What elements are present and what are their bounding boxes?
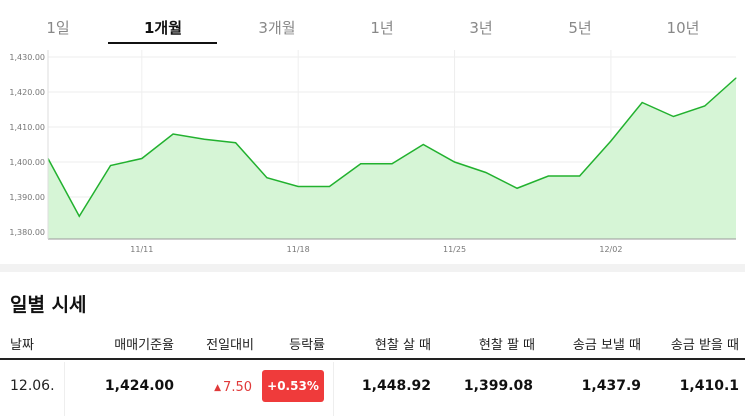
data-point: [235, 142, 237, 144]
data-point: [266, 177, 268, 179]
data-point: [704, 105, 706, 107]
change-rate-badge: +0.53%: [262, 370, 324, 402]
data-point: [454, 161, 456, 163]
active-tab-indicator: [108, 42, 217, 44]
data-point: [641, 102, 643, 103]
col-base-rate: 매매기준율: [114, 338, 174, 353]
data-point: [78, 215, 80, 217]
col-cash-buy: 현찰 살 때: [374, 338, 431, 353]
row-change-value: 7.50: [223, 380, 252, 395]
data-point: [203, 138, 205, 140]
row-change: ▲ 7.50: [214, 380, 252, 395]
section-title: 일별 시세: [10, 294, 87, 316]
data-point: [328, 186, 330, 187]
col-date: 날짜: [10, 338, 34, 353]
col-change-rate: 등락률: [289, 338, 325, 353]
period-tabs: 1일 1개월 3개월 1년 3년 5년 10년: [0, 0, 745, 46]
col-receive: 송금 받을 때: [670, 338, 739, 353]
data-point: [141, 158, 143, 159]
data-point: [172, 133, 174, 135]
data-point: [735, 77, 737, 79]
data-point: [485, 172, 487, 173]
section-divider: [0, 264, 745, 272]
data-point: [110, 165, 112, 166]
tab-1d[interactable]: 1일: [46, 19, 70, 37]
y-tick-label: 1,400.00: [9, 158, 45, 167]
cell-divider: [333, 362, 334, 416]
row-send: 1,437.9: [581, 378, 641, 394]
col-cash-sell: 현찰 팔 때: [478, 338, 535, 353]
row-cash-sell: 1,399.08: [463, 378, 533, 394]
area-fill: [48, 78, 736, 239]
y-tick-label: 1,390.00: [9, 193, 45, 202]
x-tick-label: 11/25: [443, 245, 466, 254]
row-base-rate: 1,424.00: [104, 378, 174, 394]
x-tick-label: 11/18: [287, 245, 310, 254]
y-tick-label: 1,410.00: [9, 123, 45, 132]
tab-3y[interactable]: 3년: [469, 19, 493, 37]
tab-3m[interactable]: 3개월: [258, 19, 296, 37]
y-tick-label: 1,420.00: [9, 88, 45, 97]
data-point: [547, 175, 549, 177]
table-header-line: [0, 358, 745, 360]
data-point: [422, 144, 424, 145]
tab-1m[interactable]: 1개월: [143, 19, 183, 37]
data-point: [391, 163, 393, 165]
exchange-rate-chart: 1,380.00 1,390.00 1,400.00 1,410.00 1,420.00…: [0, 46, 745, 262]
data-point: [579, 175, 581, 177]
col-send: 송금 보낼 때: [572, 338, 641, 353]
y-tick-label: 1,380.00: [9, 228, 45, 237]
row-receive: 1,410.1: [679, 378, 739, 394]
data-point: [610, 140, 612, 142]
tab-10y[interactable]: 10년: [666, 19, 700, 37]
data-point: [672, 116, 674, 117]
row-date: 12.06.: [10, 378, 55, 394]
tab-5y[interactable]: 5년: [568, 19, 592, 37]
data-point: [516, 187, 518, 189]
row-cash-buy: 1,448.92: [361, 378, 431, 394]
cell-divider: [64, 362, 65, 416]
tab-1y[interactable]: 1년: [370, 19, 394, 37]
data-point: [297, 186, 299, 187]
data-point: [360, 163, 362, 165]
y-tick-label: 1,430.00: [9, 53, 45, 62]
up-triangle-icon: ▲: [214, 383, 222, 393]
x-tick-label: 12/02: [599, 245, 622, 254]
x-tick-label: 11/11: [130, 245, 153, 254]
col-change: 전일대비: [206, 338, 254, 353]
chart-svg: 1,380.00 1,390.00 1,400.00 1,410.00 1,420.00…: [9, 50, 737, 254]
